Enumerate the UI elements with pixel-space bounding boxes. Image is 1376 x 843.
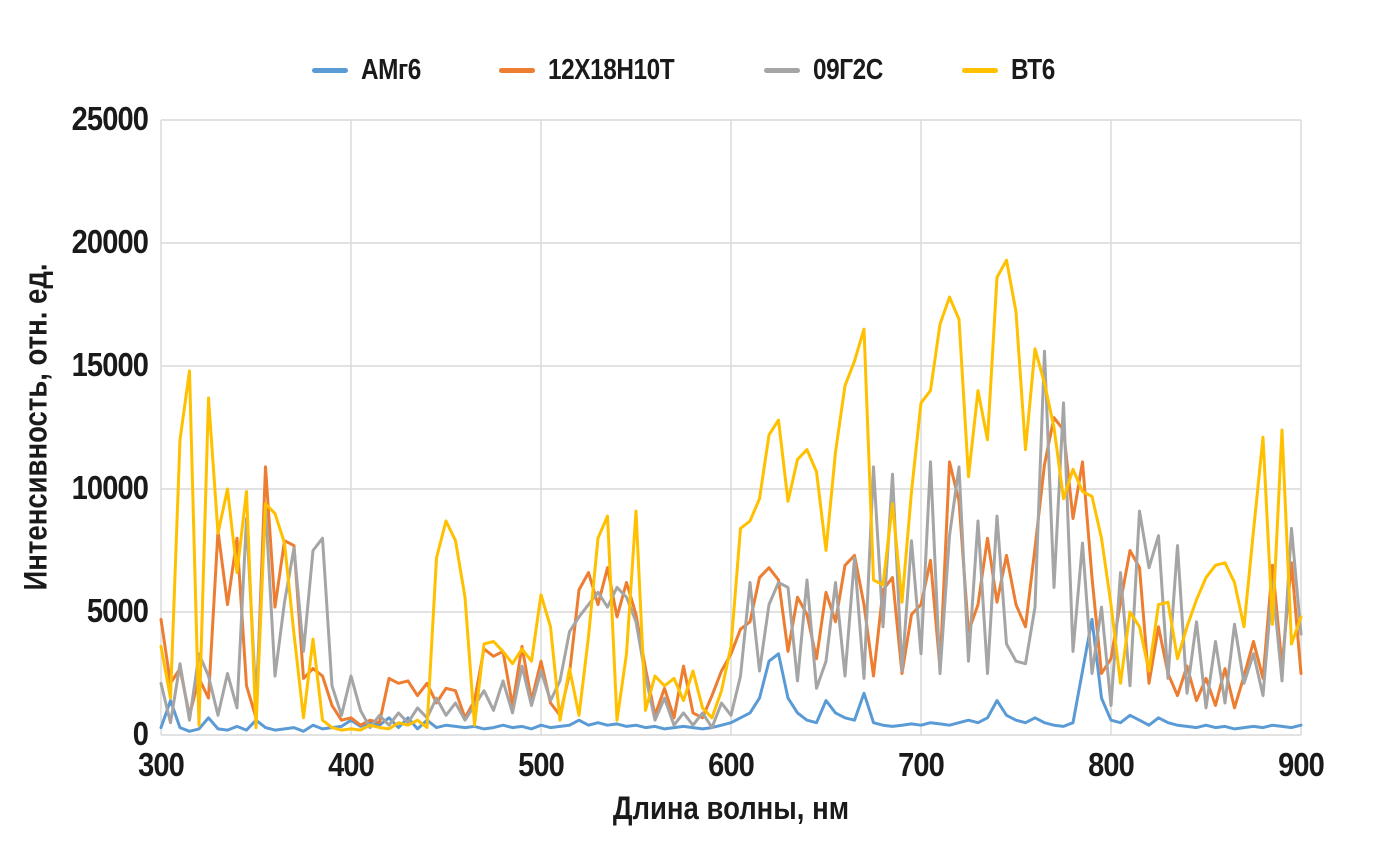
legend: АМг6 12Х18Н10Т 09Г2С ВТ6 <box>0 54 1376 87</box>
legend-label: 09Г2С <box>813 54 884 86</box>
legend-line-marker <box>962 68 999 73</box>
x-tick-label: 800 <box>1088 746 1135 783</box>
legend-label: 12Х18Н10Т <box>547 54 675 86</box>
legend-label: ВТ6 <box>1011 54 1056 86</box>
x-axis-title: Длина волны, нм <box>612 790 850 826</box>
x-tick-label: 900 <box>1278 746 1325 783</box>
legend-label: АМг6 <box>361 54 422 86</box>
y-tick-label: 0 <box>132 715 149 753</box>
legend-item-09г2с: 09Г2С <box>764 54 896 87</box>
y-tick-label: 15000 <box>71 346 149 384</box>
x-tick-label: 700 <box>898 746 945 783</box>
legend-item-амг6: АМг6 <box>312 54 432 87</box>
y-axis-title: Интенсивность, отн. ед. <box>17 263 54 591</box>
y-tick-label: 20000 <box>71 223 149 261</box>
y-tick-label: 10000 <box>71 469 149 507</box>
series-line-амг6 <box>159 617 1303 733</box>
legend-line-marker <box>764 68 801 73</box>
legend-item-12х18н10т: 12Х18Н10Т <box>498 54 698 87</box>
series-line-вт6 <box>159 258 1303 732</box>
legend-item-вт6: ВТ6 <box>962 54 1063 87</box>
plot-svg <box>159 119 1303 736</box>
y-tick-label: 25000 <box>71 100 149 138</box>
series-line-09г2с <box>159 349 1303 730</box>
legend-line-marker <box>498 68 535 73</box>
x-tick-label: 400 <box>328 746 375 783</box>
plot-area <box>159 119 1303 736</box>
x-tick-label: 500 <box>518 746 565 783</box>
series-line-12х18н10т <box>159 416 1303 727</box>
x-tick-label: 300 <box>138 746 185 783</box>
legend-line-marker <box>312 68 349 73</box>
y-tick-label: 5000 <box>86 592 149 630</box>
x-tick-label: 600 <box>708 746 755 783</box>
